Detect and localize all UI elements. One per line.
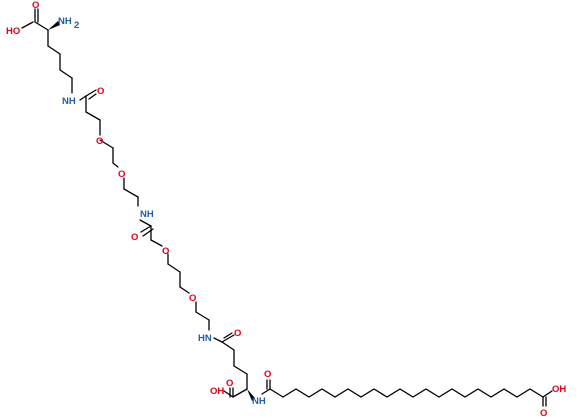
label-amide-oxygen-2: O	[131, 232, 138, 243]
label-lysine-amine: NH	[58, 16, 72, 27]
label-ether-oxygen-1: O	[96, 136, 103, 147]
label-lysine-hydroxyl: HO	[6, 26, 20, 37]
label-terminal-hydroxyl: OH	[552, 384, 566, 395]
label-amide-oxygen-3: O	[234, 328, 241, 339]
fatty-acid-chain	[282, 388, 553, 407]
label-amide-nitrogen-2: NH	[140, 209, 154, 220]
label-lysine-amine-subscript: 2	[74, 20, 79, 31]
label-ether-oxygen-3: O	[162, 246, 169, 257]
label-amide-nitrogen-3: HN	[198, 333, 212, 344]
atom-labels: HO NH 2 O NH O O O NH O O O HN O OH O NH…	[6, 0, 566, 419]
lysine-fragment	[21, 8, 73, 94]
label-glutamate-amide-nitrogen: NH	[252, 396, 266, 407]
label-glutamate-carbonyl-oxygen: O	[226, 378, 233, 389]
label-amide-oxygen-1: O	[97, 86, 104, 97]
label-amide-nitrogen-1: NH	[62, 96, 76, 107]
glutamate-fragment	[213, 332, 284, 401]
label-fatty-carbonyl-oxygen: O	[264, 369, 271, 380]
label-ether-oxygen-2: O	[118, 169, 125, 180]
label-terminal-carbonyl-oxygen: O	[540, 408, 547, 419]
label-glutamate-hydroxyl: OH	[210, 386, 224, 397]
label-ether-oxygen-4: O	[189, 293, 196, 304]
peg-fragment-1	[79, 89, 139, 207]
label-lysine-carbonyl-oxygen: O	[32, 0, 39, 11]
peg-fragment-2	[139, 219, 210, 331]
